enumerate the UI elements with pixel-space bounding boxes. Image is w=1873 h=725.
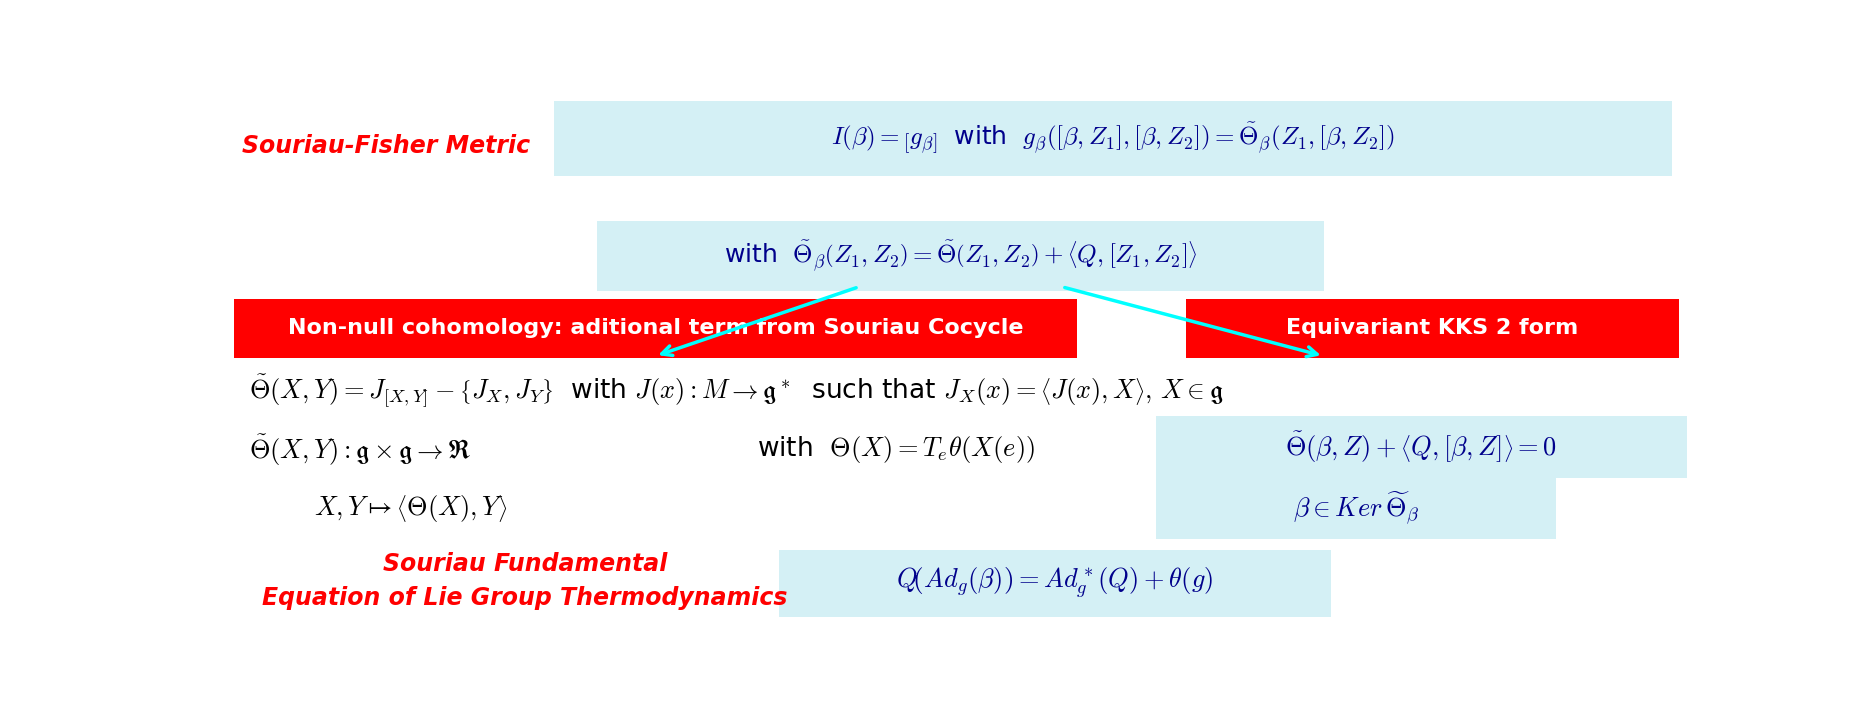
Text: with  $\tilde{\Theta}_{\beta}\left(Z_1,Z_2\right)=\tilde{\Theta}\left(Z_1,Z_2\ri: with $\tilde{\Theta}_{\beta}\left(Z_1,Z_… (723, 239, 1197, 273)
Text: Souriau-Fisher Metric: Souriau-Fisher Metric (242, 133, 530, 157)
FancyBboxPatch shape (779, 550, 1330, 618)
Text: $\beta\in Ker\,\widetilde{\Theta}_{\beta}$: $\beta\in Ker\,\widetilde{\Theta}_{\beta… (1292, 490, 1420, 527)
FancyBboxPatch shape (1156, 416, 1686, 478)
Text: $I(\beta)=\left[g_{\beta}\right]$  with  $g_{\beta}\left([\beta,Z_1],[\beta,Z_2]: $I(\beta)=\left[g_{\beta}\right]$ with $… (830, 121, 1394, 156)
FancyBboxPatch shape (597, 221, 1322, 291)
FancyBboxPatch shape (554, 101, 1671, 176)
Text: Non-null cohomology: aditional term from Souriau Cocycle: Non-null cohomology: aditional term from… (288, 318, 1023, 339)
Text: with  $\Theta(X)=T_e\theta(X(e))$: with $\Theta(X)=T_e\theta(X(e))$ (757, 434, 1034, 465)
Text: Souriau Fundamental: Souriau Fundamental (382, 552, 667, 576)
FancyBboxPatch shape (1186, 299, 1678, 357)
FancyBboxPatch shape (234, 299, 1075, 357)
Text: $\tilde{\Theta}(X,Y):\mathfrak{g}\times\mathfrak{g}\rightarrow\mathfrak{R}$: $\tilde{\Theta}(X,Y):\mathfrak{g}\times\… (249, 432, 470, 468)
Text: $\tilde{\Theta}(X,Y)=J_{[X,Y]}-\left\{J_X,J_Y\right\}$  with $J(x):M\rightarrow\: $\tilde{\Theta}(X,Y)=J_{[X,Y]}-\left\{J_… (249, 373, 1223, 410)
Text: Equation of Lie Group Thermodynamics: Equation of Lie Group Thermodynamics (262, 586, 787, 610)
Text: $X,Y\mapsto\left\langle\Theta(X),Y\right\rangle$: $X,Y\mapsto\left\langle\Theta(X),Y\right… (315, 493, 508, 524)
FancyBboxPatch shape (1156, 478, 1555, 539)
Text: Equivariant KKS 2 form: Equivariant KKS 2 form (1285, 318, 1577, 339)
Text: $\tilde{\Theta}(\beta,Z)+\left\langle Q,[\beta,Z]\right\rangle=0$: $\tilde{\Theta}(\beta,Z)+\left\langle Q,… (1285, 429, 1556, 465)
Text: $Q\!\left(Ad_g(\beta)\right)=Ad_g^*(Q)+\theta(g)$: $Q\!\left(Ad_g(\beta)\right)=Ad_g^*(Q)+\… (895, 566, 1214, 602)
